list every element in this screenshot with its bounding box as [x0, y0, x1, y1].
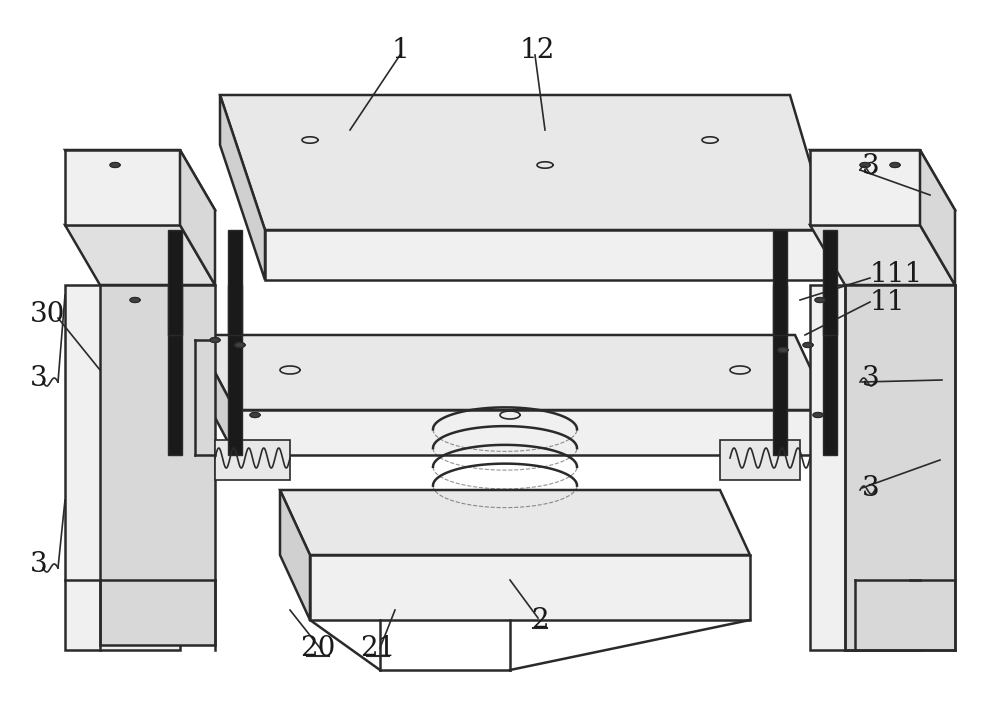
- Polygon shape: [803, 342, 813, 348]
- Text: 111: 111: [870, 262, 923, 289]
- Polygon shape: [280, 490, 750, 555]
- Polygon shape: [180, 150, 215, 285]
- Text: 3: 3: [862, 153, 880, 180]
- Polygon shape: [845, 285, 955, 650]
- Polygon shape: [823, 230, 837, 335]
- Polygon shape: [810, 285, 920, 650]
- Polygon shape: [130, 297, 140, 302]
- Polygon shape: [265, 230, 830, 280]
- Polygon shape: [920, 150, 955, 285]
- Text: 12: 12: [519, 36, 555, 63]
- Polygon shape: [250, 412, 260, 417]
- Polygon shape: [773, 230, 787, 335]
- Polygon shape: [778, 348, 788, 353]
- Polygon shape: [110, 163, 120, 167]
- Polygon shape: [310, 555, 750, 620]
- Polygon shape: [813, 412, 823, 417]
- Text: 3: 3: [30, 364, 48, 392]
- Polygon shape: [228, 230, 242, 335]
- Text: 1: 1: [391, 36, 409, 63]
- Text: 21: 21: [360, 635, 396, 662]
- Polygon shape: [280, 490, 310, 620]
- Polygon shape: [195, 335, 830, 410]
- Polygon shape: [823, 285, 837, 455]
- Polygon shape: [100, 285, 215, 645]
- Text: 11: 11: [870, 289, 906, 316]
- Polygon shape: [220, 95, 265, 280]
- Text: 20: 20: [300, 635, 336, 662]
- Polygon shape: [890, 163, 900, 167]
- Polygon shape: [720, 440, 800, 480]
- Polygon shape: [810, 150, 920, 225]
- Polygon shape: [65, 285, 180, 650]
- Polygon shape: [210, 337, 220, 342]
- Polygon shape: [168, 230, 182, 335]
- Polygon shape: [228, 285, 242, 455]
- Polygon shape: [815, 297, 825, 302]
- Text: 3: 3: [862, 475, 880, 502]
- Text: 2: 2: [531, 606, 549, 633]
- Polygon shape: [195, 335, 235, 455]
- Polygon shape: [215, 440, 290, 480]
- Polygon shape: [810, 150, 955, 210]
- Polygon shape: [65, 150, 215, 210]
- Text: 3: 3: [30, 552, 48, 579]
- Polygon shape: [220, 95, 830, 230]
- Polygon shape: [168, 285, 182, 455]
- Polygon shape: [860, 163, 870, 167]
- Polygon shape: [773, 285, 787, 455]
- Text: 30: 30: [30, 302, 65, 329]
- Polygon shape: [235, 342, 245, 348]
- Polygon shape: [65, 150, 180, 225]
- Polygon shape: [810, 225, 955, 285]
- Text: 3: 3: [862, 364, 880, 392]
- Polygon shape: [65, 225, 215, 285]
- Polygon shape: [235, 410, 830, 455]
